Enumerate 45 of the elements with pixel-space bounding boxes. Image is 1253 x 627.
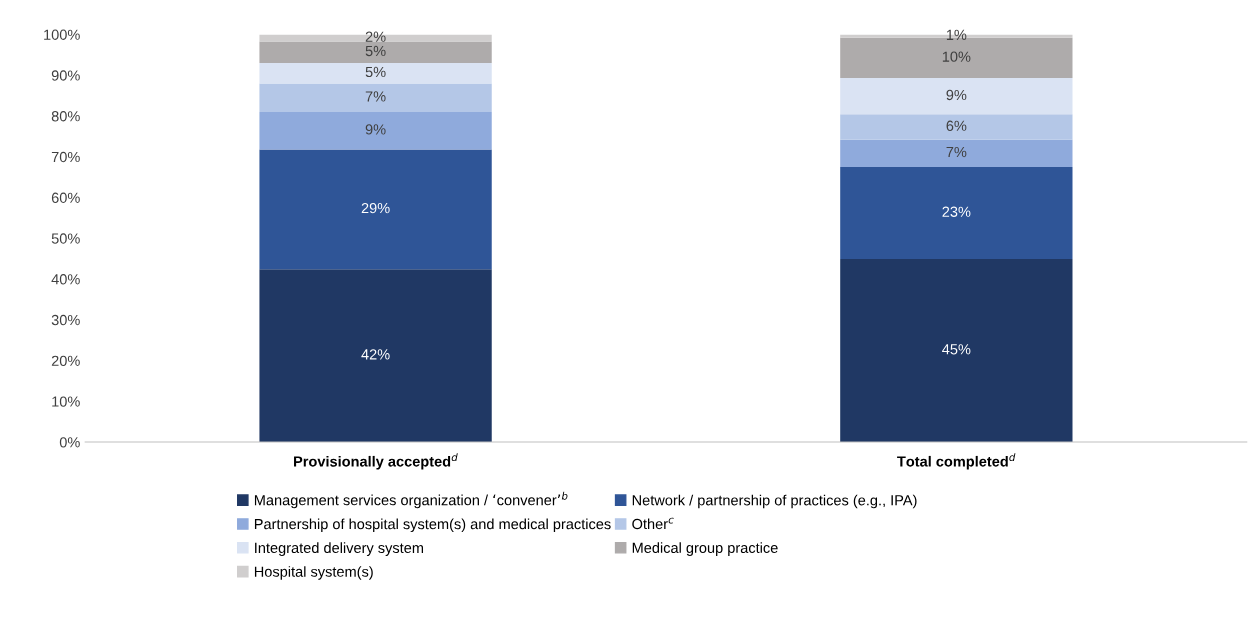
legend-label: Other$^{c}$ bbox=[632, 517, 674, 530]
legend-label: Management services organization / ‘convener’$^{b}$ bbox=[254, 491, 568, 509]
y-tick-label: 40% bbox=[51, 274, 80, 285]
y-tick-label: 10% bbox=[52, 396, 80, 407]
data-label: 9% bbox=[365, 124, 386, 135]
bar bbox=[259, 41, 492, 64]
y-tick-label: 0% bbox=[59, 437, 80, 448]
bar bbox=[259, 111, 492, 150]
x-tick-label: Total completed$^{d}$ bbox=[897, 453, 1016, 470]
y-tick-label: 100% bbox=[44, 29, 80, 40]
legend-label: Medical group practice bbox=[632, 542, 778, 556]
bar bbox=[259, 63, 492, 84]
legend-label: Partnership of hospital system(s) and medical practices bbox=[254, 518, 611, 533]
y-tick-label: 70% bbox=[51, 151, 80, 163]
legend-label: Integrated delivery system bbox=[255, 542, 424, 556]
data-label: 5% bbox=[365, 45, 386, 57]
bar bbox=[259, 269, 492, 443]
y-tick-label: 20% bbox=[51, 355, 80, 366]
data-label: 2% bbox=[365, 31, 386, 42]
bar bbox=[840, 114, 1073, 140]
data-label: 10% bbox=[942, 51, 971, 62]
data-label: 7% bbox=[365, 91, 386, 102]
x-tick-label: Provisionally accepted$^{d}$ bbox=[294, 453, 458, 470]
data-label: 42% bbox=[361, 349, 390, 360]
data-label: 45% bbox=[942, 344, 971, 355]
bar bbox=[259, 83, 492, 112]
legend-label: Network / partnership of practices (e.g., IPA) bbox=[632, 494, 917, 509]
data-label: 1% bbox=[946, 29, 967, 40]
bar bbox=[840, 166, 1073, 260]
data-label: 6% bbox=[946, 120, 967, 131]
y-tick-label: 30% bbox=[51, 314, 80, 326]
y-tick-label: 90% bbox=[51, 70, 80, 81]
data-label: 23% bbox=[942, 206, 971, 217]
data-label: 5% bbox=[365, 66, 386, 78]
bar bbox=[840, 259, 1073, 443]
legend-label: Hospital system(s) bbox=[254, 566, 373, 580]
data-label: 7% bbox=[946, 146, 967, 158]
y-tick-label: 50% bbox=[51, 233, 80, 244]
bar bbox=[840, 139, 1073, 167]
data-label: 29% bbox=[361, 202, 390, 214]
y-tick-label: 80% bbox=[51, 111, 80, 122]
data-label: 9% bbox=[946, 89, 967, 101]
bar bbox=[259, 149, 492, 270]
bar bbox=[840, 78, 1073, 115]
y-tick-label: 60% bbox=[51, 192, 80, 203]
